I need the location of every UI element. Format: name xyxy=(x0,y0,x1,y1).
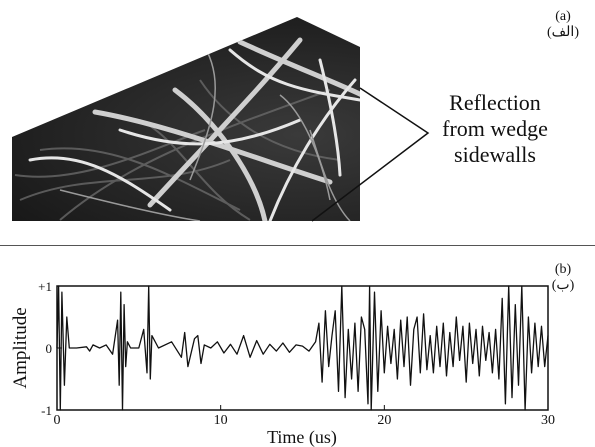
y-tick-label: -1 xyxy=(41,403,52,418)
amplitude-time-chart: 0 10 20 30+10-1 Amplitude Time (us) xyxy=(10,279,555,447)
panel-b-label: (b) xyxy=(554,262,572,277)
x-tick-label: 20 xyxy=(377,413,391,428)
reflection-callout: Reflection from wedge sidewalls xyxy=(430,90,560,168)
amplitude-signal-line xyxy=(56,285,549,411)
callout-line-2: from wedge xyxy=(442,116,548,141)
panel-divider xyxy=(0,245,595,246)
callout-leader-line xyxy=(311,87,430,222)
callout-line-1: Reflection xyxy=(449,90,541,115)
panel-b-label-arabic: (ب) xyxy=(551,278,575,293)
y-tick-label: +1 xyxy=(38,279,52,294)
y-tick-label: 0 xyxy=(46,341,53,356)
x-tick-label: 0 xyxy=(54,413,61,428)
x-axis-title: Time (us) xyxy=(267,427,337,447)
x-tick-label: 10 xyxy=(214,413,228,428)
panel-a-label-arabic: (الف) xyxy=(547,25,579,40)
wedge-fiber-image xyxy=(12,17,430,222)
callout-line-3: sidewalls xyxy=(454,142,536,167)
panel-a-label: (a) xyxy=(555,9,571,24)
x-tick-label: 30 xyxy=(541,413,555,428)
y-axis-title: Amplitude xyxy=(10,307,31,388)
